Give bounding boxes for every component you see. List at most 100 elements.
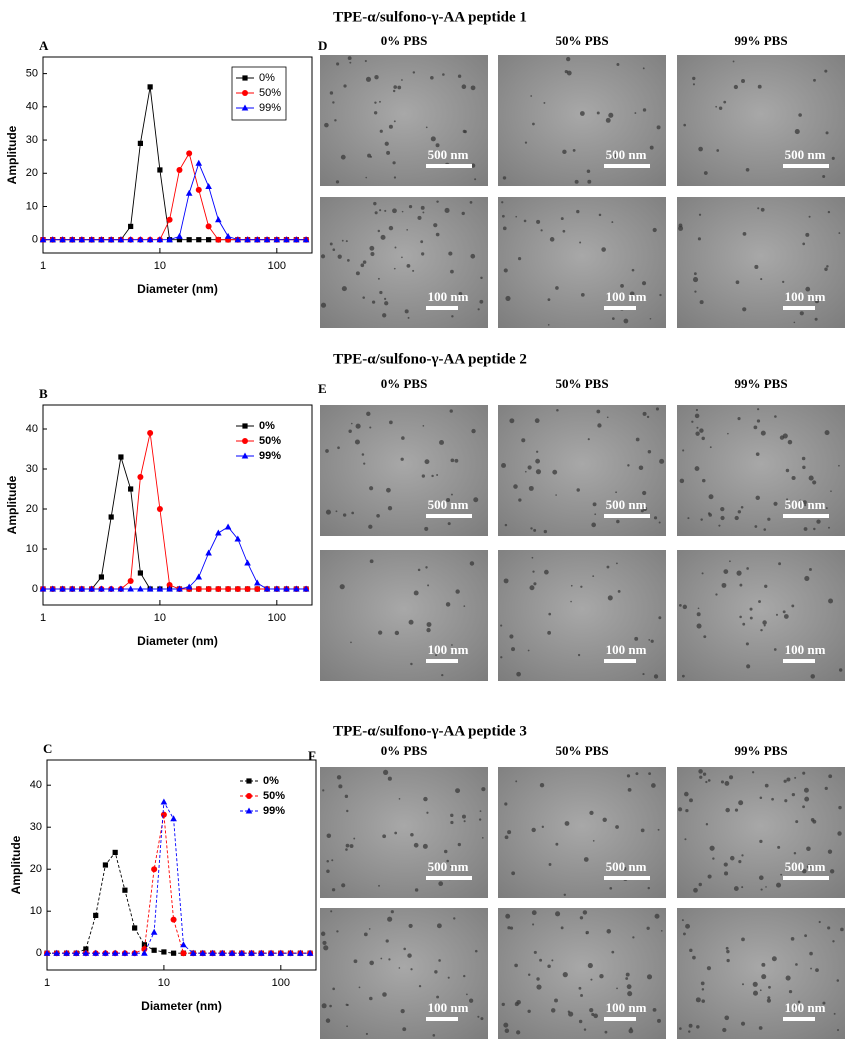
legend-marker — [245, 807, 253, 814]
scale-bar-label: 500 nm — [785, 497, 826, 512]
panel-label: D — [318, 38, 327, 53]
particle — [320, 931, 326, 936]
particle — [336, 775, 342, 780]
particle — [427, 584, 430, 587]
particle — [450, 269, 454, 274]
marker — [92, 949, 100, 956]
particle — [531, 827, 536, 833]
particle — [515, 780, 518, 783]
particle — [320, 254, 326, 259]
particle — [767, 517, 771, 521]
panel-label: B — [39, 386, 48, 401]
particle — [421, 474, 426, 478]
particle — [378, 884, 380, 887]
particle — [358, 986, 361, 989]
scale-bar-label: 100 nm — [785, 1000, 826, 1015]
tem-image — [498, 550, 666, 681]
particle — [657, 1018, 661, 1023]
particle — [447, 976, 450, 979]
particle — [818, 652, 821, 655]
particle — [785, 468, 790, 473]
particle — [616, 562, 618, 565]
particle — [784, 799, 788, 803]
particle — [652, 227, 657, 233]
particle — [606, 929, 612, 934]
particle — [793, 321, 796, 324]
particle — [393, 267, 396, 270]
particle — [326, 833, 332, 838]
particle — [804, 796, 810, 802]
marker — [263, 236, 271, 243]
marker — [83, 946, 89, 952]
particle — [616, 63, 620, 66]
marker — [215, 216, 222, 223]
particle — [463, 974, 466, 978]
particle — [689, 798, 693, 803]
particle — [423, 796, 428, 802]
particle — [734, 808, 739, 812]
particle — [642, 67, 645, 70]
particle — [696, 1025, 700, 1029]
particle — [373, 111, 378, 115]
scale-bar — [604, 164, 650, 168]
particle — [605, 117, 611, 123]
marker — [244, 559, 251, 566]
particle — [345, 1003, 348, 1006]
particle — [552, 469, 558, 475]
particle — [388, 958, 391, 961]
particle — [607, 595, 613, 601]
particle — [741, 79, 745, 83]
particle — [371, 300, 376, 304]
particle — [745, 167, 750, 172]
particle — [502, 176, 507, 180]
particle — [589, 1008, 594, 1013]
particle — [691, 420, 694, 423]
particle — [794, 129, 800, 135]
x-tick-label: 100 — [268, 260, 286, 272]
particle — [400, 457, 404, 461]
particle — [379, 290, 383, 295]
particle — [461, 814, 466, 819]
particle — [601, 247, 606, 252]
particle — [705, 780, 708, 784]
particle — [762, 620, 767, 625]
particle — [344, 794, 349, 799]
particle — [838, 805, 842, 810]
tem-image — [320, 197, 488, 328]
particle — [511, 871, 516, 876]
particle — [424, 459, 430, 465]
particle — [325, 449, 329, 453]
marker — [112, 849, 118, 855]
particle — [457, 74, 462, 78]
particle — [797, 1000, 801, 1004]
particle — [742, 622, 746, 626]
particle — [716, 149, 720, 152]
particle — [701, 478, 706, 483]
particle — [433, 223, 438, 228]
x-tick-label: 100 — [272, 977, 290, 989]
particle — [799, 499, 802, 503]
particle — [596, 409, 601, 414]
particle — [739, 583, 743, 587]
scale-bar — [783, 306, 815, 310]
particle — [455, 788, 461, 794]
particle — [469, 201, 473, 204]
marker — [244, 586, 251, 592]
particle — [439, 439, 445, 445]
particle — [696, 426, 699, 429]
particle — [737, 510, 742, 514]
marker — [118, 454, 124, 460]
particle — [530, 527, 533, 530]
particle — [408, 204, 413, 209]
particle — [393, 176, 397, 179]
particle — [720, 515, 725, 521]
marker — [107, 236, 115, 243]
marker — [205, 586, 212, 592]
x-tick-label: 1 — [40, 260, 46, 272]
marker — [127, 578, 134, 584]
particle — [536, 984, 542, 990]
particle — [380, 234, 386, 240]
particle — [692, 83, 695, 86]
particle — [632, 936, 635, 939]
particle — [401, 79, 403, 81]
